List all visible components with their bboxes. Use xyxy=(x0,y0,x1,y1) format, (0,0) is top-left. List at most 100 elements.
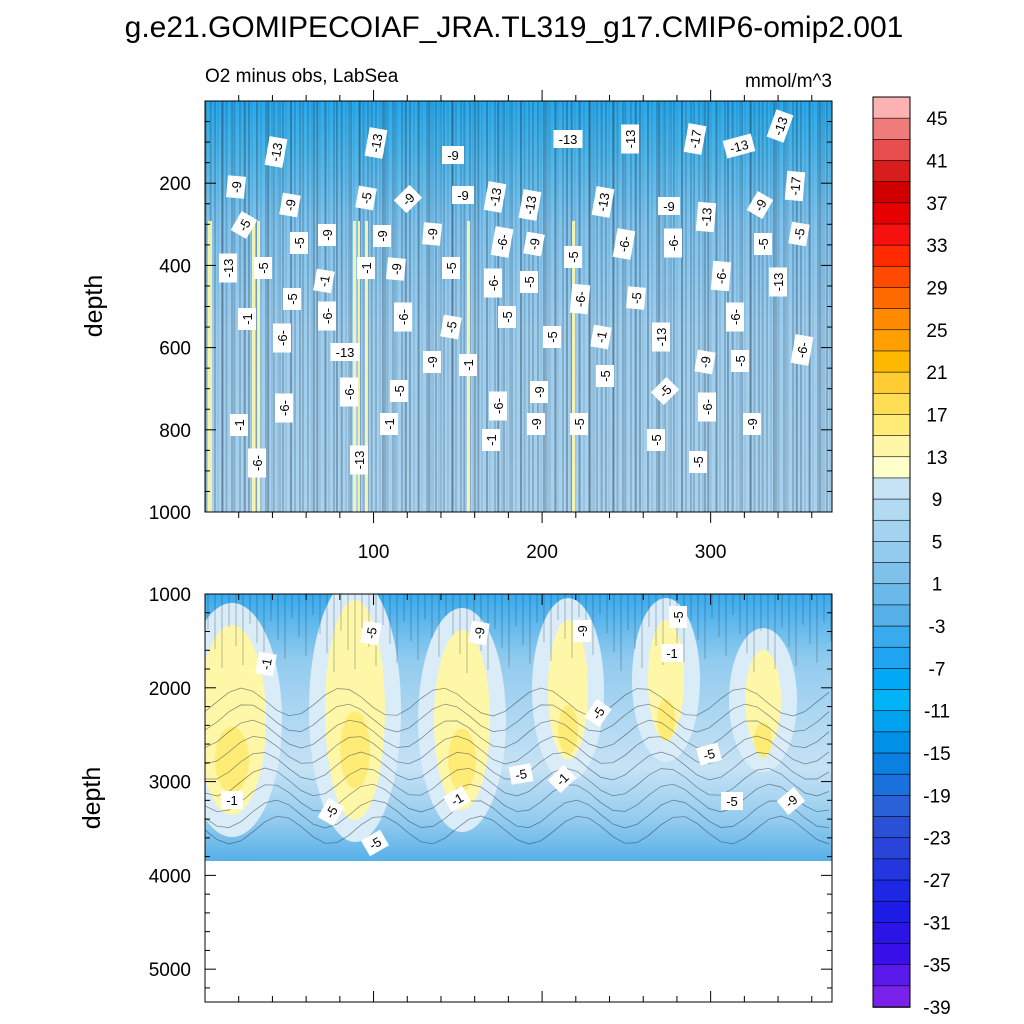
bottom-frame xyxy=(204,593,833,1003)
contour-label-bg xyxy=(283,288,301,310)
contour-label-bg xyxy=(722,133,756,159)
colorbar-label: -31 xyxy=(923,913,950,934)
top-xtick-label: 200 xyxy=(526,542,558,563)
contour-label: -5 xyxy=(696,742,722,766)
contour-label-bg xyxy=(683,123,707,155)
contour-label-text: -5 xyxy=(572,418,587,430)
top-ytick-label: 600 xyxy=(159,339,191,360)
bottom-positive-band xyxy=(325,600,385,820)
contour-label-bg xyxy=(652,322,670,352)
contour-label-bg xyxy=(248,448,266,478)
contour-label: -13 xyxy=(330,343,360,361)
contour-label-bg xyxy=(591,186,615,218)
contour-label: -1 xyxy=(313,268,335,294)
contour-label: -6- xyxy=(394,302,412,332)
colorbar-label: 41 xyxy=(926,152,947,173)
contour-label: -9 xyxy=(226,175,246,199)
contour-label-bg xyxy=(553,130,583,148)
colorbar-swatch xyxy=(872,562,911,585)
bottom-positive-core xyxy=(754,722,772,758)
contour-label: -5 xyxy=(230,210,258,240)
contour-label-text: -1 xyxy=(461,359,476,371)
bottom-contour-line xyxy=(205,687,830,717)
contour-label: -5 xyxy=(788,221,810,247)
colorbar-swatch xyxy=(872,414,911,437)
contour-label-bg xyxy=(442,146,464,164)
colorbar-swatch xyxy=(872,350,911,373)
contour-label: -6- xyxy=(790,334,814,366)
contour-label-bg xyxy=(731,350,749,372)
contour-label-bg xyxy=(440,314,462,340)
contour-label: -17 xyxy=(683,123,707,155)
contour-label-text: -1 xyxy=(382,418,397,430)
contour-label: -6- xyxy=(698,392,716,422)
contour-label-bg xyxy=(442,257,460,279)
colorbar-swatch xyxy=(872,583,911,606)
colorbar-label: 5 xyxy=(932,532,943,553)
contour-label: -5 xyxy=(440,314,462,340)
contour-label: -5 xyxy=(498,306,516,328)
contour-label-bg xyxy=(423,351,441,373)
contour-label: -9 xyxy=(442,146,464,164)
contour-label-bg xyxy=(658,197,680,215)
contour-label-bg xyxy=(694,349,716,375)
contour-label: -6- xyxy=(248,448,266,478)
top-positive-streak xyxy=(572,221,575,512)
contour-label: -5 xyxy=(650,376,680,406)
contour-label: -5 xyxy=(647,429,665,451)
contour-label-text: -5 xyxy=(598,370,613,382)
bottom-contour-labels: -5 -9 -9 -5 -1 -1 -5 -5 -5 -1 -1 -5 -9 -5 -5 -1 xyxy=(221,606,806,857)
contour-label-bg xyxy=(590,324,612,350)
contour-label-text: -6- xyxy=(666,235,681,251)
colorbar-swatch xyxy=(872,900,911,924)
contour-label: -5 xyxy=(543,326,561,348)
contour-label-text: -1 xyxy=(316,274,333,288)
contour-label: -9 xyxy=(393,184,423,214)
colorbar-swatch xyxy=(872,943,911,966)
contour-label-text: -6- xyxy=(572,290,588,307)
contour-label-bg xyxy=(380,413,398,435)
contour-label-text: -6- xyxy=(713,267,729,284)
contour-label-bg xyxy=(318,224,336,246)
contour-label-bg xyxy=(710,260,732,292)
colorbar-swatch xyxy=(872,710,911,733)
contour-label: -5 xyxy=(360,829,390,857)
contour-label-text: -5 xyxy=(392,385,407,397)
contour-label-bg xyxy=(669,606,687,628)
contour-label-bg xyxy=(394,302,412,332)
contour-label: -9 xyxy=(694,349,716,375)
contour-label-bg xyxy=(254,257,272,279)
top-ytick-label: 1000 xyxy=(149,503,191,524)
contour-label: -5 xyxy=(508,763,534,785)
top-positive-streak xyxy=(257,221,260,512)
contour-label: -9 xyxy=(776,787,806,815)
contour-label-text: -9 xyxy=(425,228,441,241)
contour-label: -13 xyxy=(621,124,639,154)
contour-label-bg xyxy=(647,429,665,451)
bottom-positive-core xyxy=(340,711,370,789)
contour-label-text: -6- xyxy=(275,330,290,346)
contour-label: -1 xyxy=(230,414,248,436)
colorbar-swatch xyxy=(872,117,911,141)
contour-label: -5 xyxy=(360,620,382,646)
colorbar-swatch xyxy=(872,244,911,268)
contour-label-bg xyxy=(498,306,516,328)
contour-label-bg xyxy=(523,231,545,257)
bottom-contour-line xyxy=(205,703,830,733)
contour-label-text: -9 xyxy=(471,626,488,640)
contour-label-text: -5 xyxy=(358,191,375,205)
contour-label: -5 xyxy=(564,246,582,268)
colorbar-label: 9 xyxy=(932,490,943,511)
contour-label: -13 xyxy=(722,133,756,159)
bottom-ytick-label: 3000 xyxy=(149,773,191,794)
top-positive-streak xyxy=(353,221,356,512)
contour-label-text: -9 xyxy=(663,199,675,214)
colorbar-swatch xyxy=(872,752,911,776)
contour-label-text: -13 xyxy=(352,451,367,470)
contour-label: -5 xyxy=(570,413,588,435)
bottom-ytick-label: 2000 xyxy=(149,679,191,700)
colorbar-label: -11 xyxy=(924,702,950,723)
contour-label-bg xyxy=(459,354,477,376)
colorbar-label: 37 xyxy=(926,194,947,215)
contour-label-text: -9 xyxy=(320,229,335,241)
